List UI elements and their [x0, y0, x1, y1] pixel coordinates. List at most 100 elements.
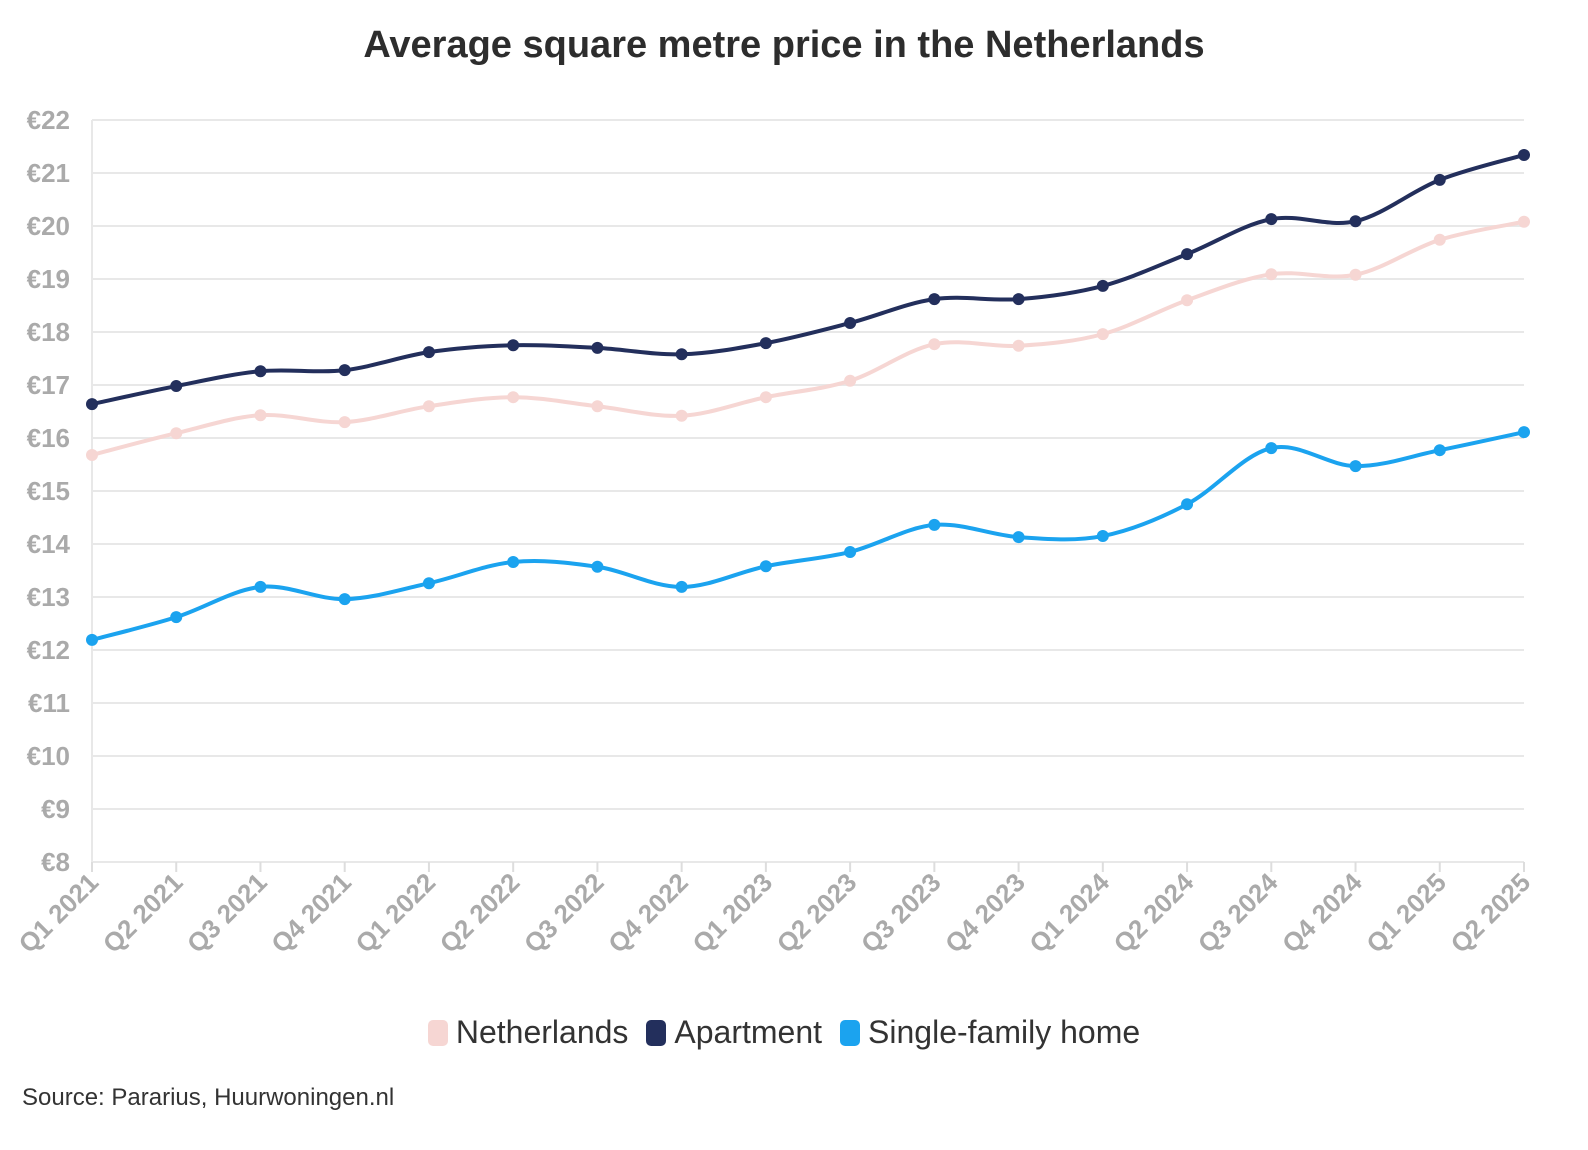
data-point: [338, 416, 351, 429]
data-point: [338, 364, 351, 377]
data-point: [759, 560, 772, 573]
data-point: [254, 365, 267, 378]
data-point: [254, 580, 267, 593]
x-tick-label: Q3 2021: [181, 867, 273, 959]
x-tick-label: Q1 2023: [686, 867, 778, 959]
y-tick-label: €14: [27, 529, 71, 559]
legend-swatch: [646, 1019, 667, 1046]
data-point: [1265, 213, 1278, 226]
data-point: [928, 518, 941, 531]
data-point: [422, 346, 435, 359]
x-tick-label: Q1 2024: [1023, 867, 1115, 959]
series-lines: [86, 148, 1530, 646]
source-note: Source: Pararius, Huurwoningen.nl: [22, 1084, 395, 1111]
y-tick-label: €11: [28, 688, 70, 718]
legend-label: Netherlands: [455, 1014, 629, 1050]
data-point: [759, 337, 772, 350]
legend-item-apartment[interactable]: Apartment: [646, 1014, 822, 1051]
x-tick-label: Q1 2021: [12, 867, 104, 959]
series-netherlands: [86, 215, 1530, 461]
data-point: [1518, 215, 1530, 228]
data-point: [591, 341, 604, 354]
legend-swatch: [427, 1019, 448, 1046]
data-point: [1518, 426, 1530, 439]
y-tick-label: €16: [27, 423, 70, 453]
data-point: [1096, 328, 1109, 341]
data-point: [591, 400, 604, 413]
legend-swatch: [840, 1019, 861, 1046]
legend-item-netherlands[interactable]: Netherlands: [427, 1014, 629, 1051]
series-line: [91, 430, 1525, 642]
x-tick-label: Q4 2021: [265, 867, 357, 959]
data-point: [338, 593, 351, 606]
data-point: [759, 391, 772, 404]
series-line: [91, 219, 1525, 457]
data-point: [422, 400, 435, 413]
data-point: [1012, 531, 1025, 544]
data-point: [507, 391, 520, 404]
series-line: [91, 153, 1525, 407]
data-point: [86, 448, 98, 461]
data-point: [844, 545, 857, 558]
legend-item-single-family-home[interactable]: Single-family home: [840, 1014, 1140, 1051]
data-point: [844, 374, 857, 387]
series-apartment: [86, 148, 1530, 411]
y-tick-label: €17: [27, 370, 70, 400]
x-tick-label: Q2 2022: [434, 867, 526, 959]
legend-label: Apartment: [674, 1014, 823, 1050]
x-tick-label: Q1 2022: [349, 867, 441, 959]
data-point: [170, 380, 183, 393]
x-tick-label: Q2 2024: [1108, 867, 1200, 959]
data-point: [675, 348, 688, 361]
y-tick-label: €18: [27, 317, 70, 347]
x-tick-label: Q2 2025: [1444, 867, 1536, 959]
y-tick-label: €8: [41, 847, 70, 877]
y-tick-label: €19: [27, 264, 70, 294]
data-point: [1265, 268, 1278, 281]
data-point: [170, 427, 183, 440]
series-single-family-home: [86, 426, 1530, 646]
x-tick-label: Q2 2023: [771, 867, 863, 959]
data-point: [675, 580, 688, 593]
x-tick-label: Q3 2024: [1192, 867, 1284, 959]
x-tick-label: Q1 2025: [1360, 867, 1452, 959]
chart-title: Average square metre price in the Nether…: [363, 24, 1205, 66]
data-point: [1012, 339, 1025, 352]
y-tick-label: €20: [27, 211, 70, 241]
y-tick-label: €10: [27, 741, 70, 771]
x-tick-label: Q4 2022: [602, 867, 694, 959]
data-point: [170, 611, 183, 624]
legend-label: Single-family home: [868, 1014, 1141, 1050]
data-point: [1433, 233, 1446, 246]
data-point: [1181, 294, 1194, 307]
data-point: [1181, 498, 1194, 511]
data-point: [86, 398, 98, 411]
data-point: [1518, 148, 1530, 161]
data-point: [86, 633, 98, 646]
y-axis-ticks: €8 €9 €10 €11 €12 €13 €14 €15 €16 €17 €18 €19 €20 €21…: [27, 105, 71, 877]
data-point: [1349, 268, 1362, 281]
x-tick-label: Q3 2022: [518, 867, 610, 959]
data-point: [1012, 293, 1025, 306]
data-point: [928, 293, 941, 306]
data-point: [844, 316, 857, 329]
data-point: [1096, 530, 1109, 543]
data-point: [1096, 279, 1109, 292]
data-point: [1181, 248, 1194, 261]
grid: [91, 119, 1525, 872]
data-point: [422, 577, 435, 590]
data-point: [507, 339, 520, 352]
x-tick-label: Q3 2023: [855, 867, 947, 959]
y-tick-label: €21: [27, 158, 70, 188]
data-point: [675, 409, 688, 422]
data-point: [1349, 460, 1362, 473]
data-point: [1265, 442, 1278, 455]
data-point: [591, 560, 604, 573]
x-tick-label: Q4 2024: [1276, 867, 1368, 959]
y-tick-label: €15: [27, 476, 70, 506]
data-point: [1349, 215, 1362, 228]
y-tick-label: €9: [41, 794, 70, 824]
x-tick-label: Q2 2021: [97, 867, 189, 959]
y-tick-label: €22: [27, 105, 70, 135]
